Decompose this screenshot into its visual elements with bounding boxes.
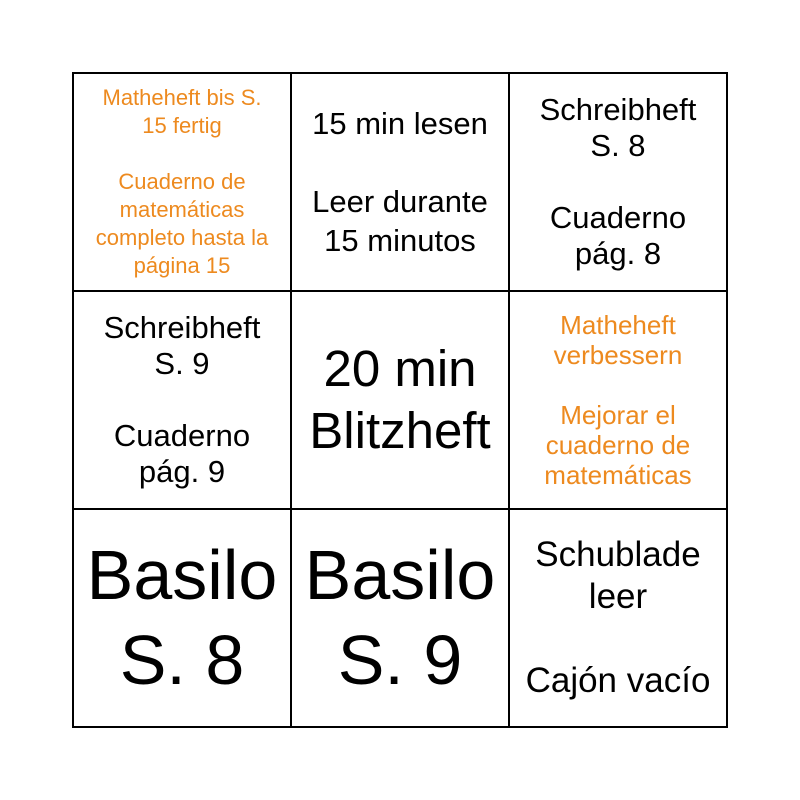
bingo-cell-r0c1[interactable]: 15 min lesen Leer durante 15 minutos: [292, 74, 508, 290]
bingo-cell-r2c2[interactable]: Schublade leer Cajón vacío: [510, 510, 726, 726]
bingo-cell-r2c0[interactable]: Basilo S. 8: [74, 510, 290, 726]
bingo-cell-r1c1[interactable]: 20 min Blitzheft: [292, 292, 508, 508]
bingo-cell-r1c0[interactable]: Schreibheft S. 9 Cuaderno pág. 9: [74, 292, 290, 508]
bingo-cell-r0c0[interactable]: Matheheft bis S. 15 fertig Cuaderno de m…: [74, 74, 290, 290]
bingo-card: Matheheft bis S. 15 fertig Cuaderno de m…: [72, 72, 728, 728]
bingo-cell-r2c1[interactable]: Basilo S. 9: [292, 510, 508, 726]
bingo-cell-r1c2[interactable]: Matheheft verbessern Mejorar el cuaderno…: [510, 292, 726, 508]
bingo-cell-r0c2[interactable]: Schreibheft S. 8 Cuaderno pág. 8: [510, 74, 726, 290]
